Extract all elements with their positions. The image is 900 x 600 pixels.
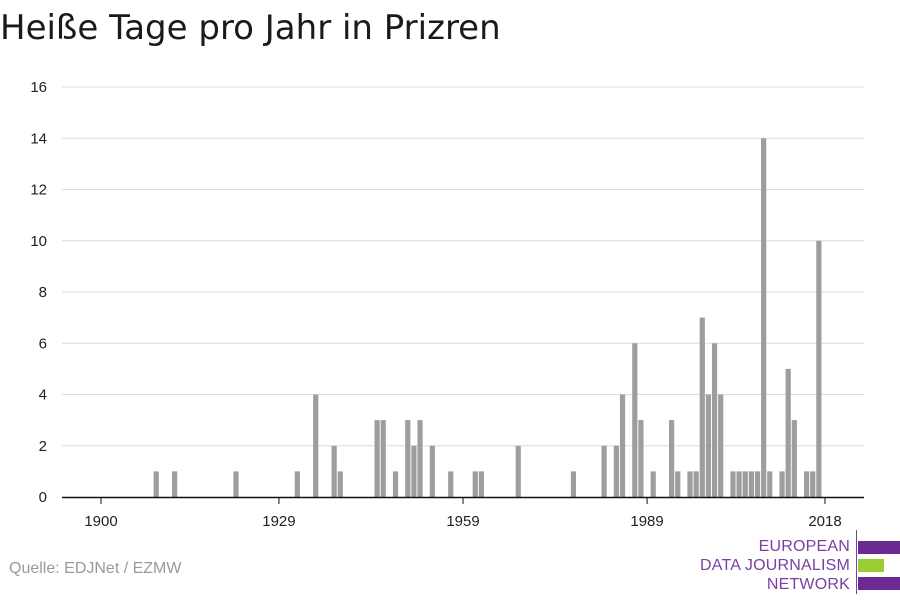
bar <box>515 445 521 497</box>
bar <box>791 420 797 497</box>
x-tick-label: 2018 <box>808 513 841 530</box>
bar <box>810 471 816 497</box>
edjnet-logo[interactable]: EUROPEAN DATA JOURNALISM NETWORK <box>700 528 900 594</box>
y-axis-ticks: 0 2 4 6 8 10 12 14 16 <box>30 79 47 506</box>
bar <box>172 471 178 497</box>
y-tick-label: 10 <box>30 233 47 250</box>
bar <box>705 394 712 497</box>
logo-bar-green <box>858 559 884 572</box>
bar <box>779 471 785 497</box>
x-tick-label: 1959 <box>446 513 479 530</box>
bar <box>429 445 435 497</box>
bar <box>748 471 754 497</box>
bar <box>294 471 300 497</box>
bar <box>613 445 619 497</box>
bar <box>742 471 748 497</box>
bar <box>711 343 718 497</box>
y-tick-label: 0 <box>39 489 47 506</box>
bar <box>380 420 386 497</box>
bar <box>761 138 767 497</box>
y-tick-label: 6 <box>39 335 47 352</box>
bar <box>448 471 454 497</box>
x-tick-label: 1989 <box>630 513 663 530</box>
bar <box>730 471 736 497</box>
bar <box>233 471 239 497</box>
grid-lines <box>62 86 864 447</box>
bar <box>331 445 337 497</box>
y-tick-label: 4 <box>39 387 47 404</box>
bar <box>392 471 399 497</box>
bars <box>153 138 822 497</box>
bar <box>405 420 411 497</box>
logo-line-data-journalism: DATA JOURNALISM <box>700 557 850 574</box>
bar <box>411 445 417 497</box>
y-tick-label: 16 <box>30 79 47 96</box>
bar <box>153 471 159 497</box>
bar <box>816 240 822 497</box>
bar <box>687 471 693 497</box>
x-tick-label: 1900 <box>84 513 117 530</box>
bar <box>472 471 478 497</box>
bar <box>803 471 810 497</box>
bar <box>417 420 423 497</box>
bar <box>699 317 705 497</box>
logo-line-network: NETWORK <box>766 576 850 593</box>
bar <box>337 471 343 497</box>
bar <box>478 471 485 497</box>
bar <box>650 471 656 497</box>
chart-title: Heiße Tage pro Jahr in Prizren <box>0 8 501 48</box>
bar <box>767 471 773 497</box>
bar <box>619 394 626 497</box>
bar <box>693 471 699 497</box>
source-note: Quelle: EDJNet / EZMW <box>9 560 182 577</box>
y-tick-label: 8 <box>39 284 47 301</box>
bar <box>601 445 607 497</box>
bar <box>669 420 675 497</box>
bar <box>313 394 319 497</box>
y-tick-label: 12 <box>30 182 47 199</box>
logo-divider <box>856 530 857 594</box>
x-tick-label: 1929 <box>262 513 295 530</box>
bar <box>754 471 761 497</box>
logo-line-european: EUROPEAN <box>758 538 850 555</box>
y-tick-label: 14 <box>30 130 47 147</box>
bar <box>570 471 577 497</box>
logo-bar-purple-top <box>858 541 900 554</box>
bar <box>785 368 791 497</box>
bar <box>718 394 724 497</box>
bar <box>638 420 644 497</box>
x-axis: 1900 1929 1959 1989 2018 <box>62 496 864 530</box>
bar <box>374 420 380 497</box>
bar <box>675 471 681 497</box>
bar <box>632 343 638 497</box>
logo-bar-purple-bottom <box>858 577 900 590</box>
y-tick-label: 2 <box>39 438 47 455</box>
bar <box>736 471 742 497</box>
